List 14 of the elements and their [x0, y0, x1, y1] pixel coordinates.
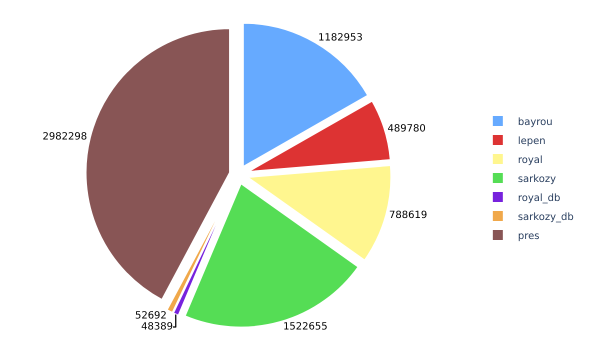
data-label: 788619 — [389, 210, 428, 222]
legend-label: sarkozy_db — [518, 212, 574, 223]
legend-label: royal — [518, 154, 543, 166]
data-label: 52692 — [134, 310, 167, 322]
legend-label: pres — [518, 230, 540, 242]
legend-label: sarkozy — [518, 174, 556, 185]
data-label: 1522655 — [283, 322, 328, 333]
data-label: 1182953 — [318, 32, 363, 44]
legend-label: royal_db — [518, 192, 560, 204]
data-label: 48389 — [141, 321, 173, 332]
legend-label: bayrou — [518, 116, 553, 128]
data-label: 2982298 — [42, 132, 88, 143]
legend-label: lepen — [518, 136, 546, 147]
data-label: 489780 — [388, 123, 426, 134]
